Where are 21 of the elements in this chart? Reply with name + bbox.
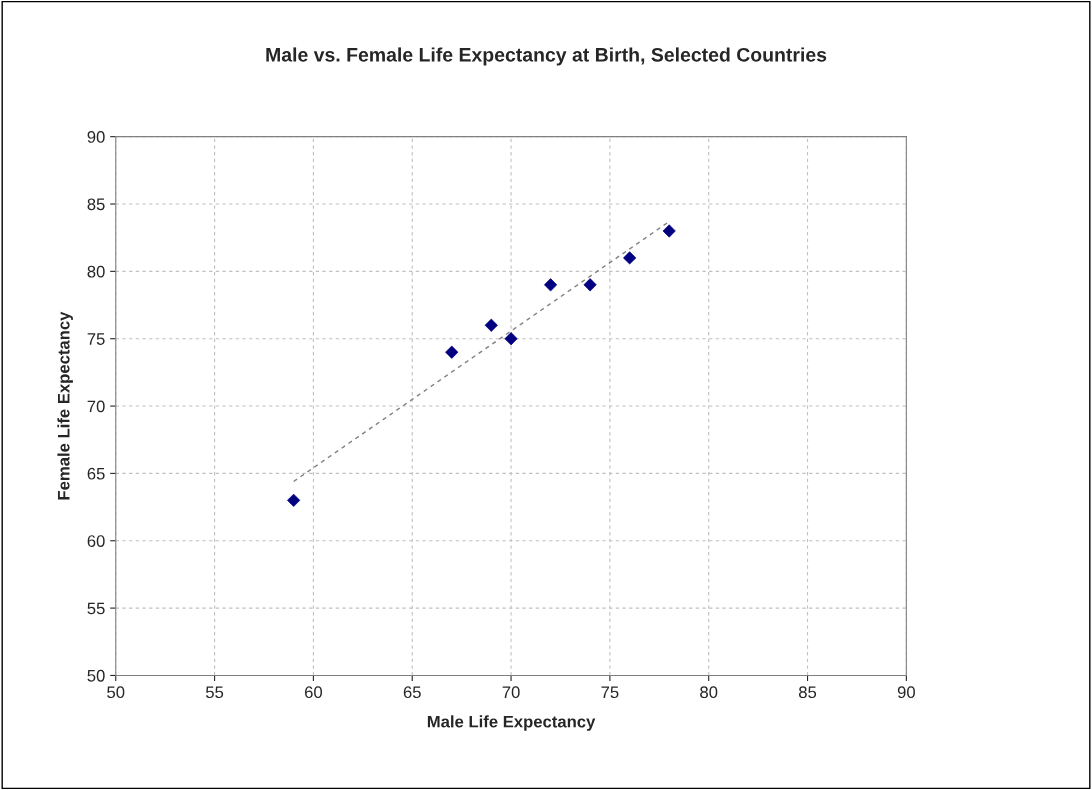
x-tick-label: 50 bbox=[107, 686, 125, 699]
x-axis-title: Male Life Expectancy bbox=[427, 715, 596, 731]
y-tick-label: 65 bbox=[87, 467, 105, 480]
y-axis-title: Female Life Expectancy bbox=[57, 311, 73, 500]
y-tick-label: 60 bbox=[87, 535, 105, 547]
y-tick-label: 85 bbox=[87, 198, 105, 211]
x-tick-label: 60 bbox=[304, 686, 323, 699]
x-tick-label: 65 bbox=[403, 686, 421, 699]
x-tick-label: 80 bbox=[700, 686, 718, 699]
y-tick-label: 90 bbox=[87, 131, 105, 143]
y-tick-label: 50 bbox=[87, 669, 105, 682]
chart-title: Male vs. Female Life Expectancy at Birth, Selected Countries bbox=[266, 47, 827, 66]
y-tick-label: 55 bbox=[87, 602, 105, 615]
x-tick-label: 90 bbox=[897, 686, 915, 699]
y-tick-label: 70 bbox=[87, 400, 105, 413]
x-tick-label: 55 bbox=[205, 686, 224, 699]
y-tick-label: 75 bbox=[87, 333, 105, 345]
x-tick-label: 70 bbox=[502, 686, 520, 699]
x-tick-label: 75 bbox=[601, 686, 619, 699]
x-tick-label: 85 bbox=[798, 686, 817, 699]
y-tick-label: 80 bbox=[87, 265, 105, 278]
